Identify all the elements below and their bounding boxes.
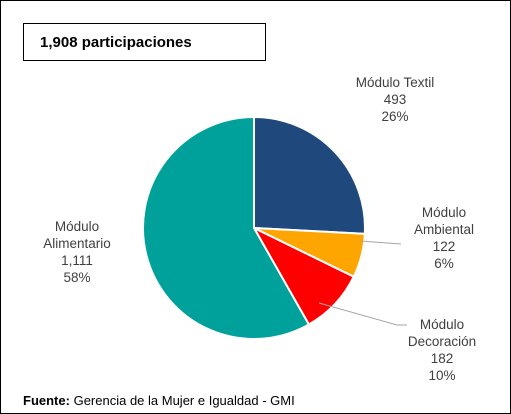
- category-label: Módulo Ambiental: [413, 205, 475, 237]
- chart-title: 1,908 participaciones: [40, 34, 192, 51]
- category-label: Módulo Textil: [355, 75, 435, 90]
- pie-slice: [253, 115, 366, 235]
- slice-label: Módulo Decoración 182 10%: [402, 316, 482, 384]
- percent-label: 58%: [63, 270, 91, 285]
- slice-label: Módulo Alimentario 1,111 58%: [37, 218, 117, 286]
- slice-label: Módulo Textil 493 26%: [355, 74, 435, 125]
- percent-label: 26%: [381, 109, 409, 124]
- percent-label: 6%: [434, 256, 454, 271]
- source-label: Fuente:: [23, 393, 70, 408]
- category-label: Módulo Alimentario: [43, 219, 111, 251]
- leader-line: [318, 302, 407, 326]
- percent-label: 10%: [428, 368, 456, 383]
- source-text: Gerencia de la Mujer e Igualdad - GMI: [73, 393, 295, 408]
- leader-line: [360, 240, 402, 245]
- title-box: 1,908 participaciones: [23, 23, 266, 61]
- pie-slice: [142, 115, 311, 340]
- category-label: Módulo Decoración: [407, 317, 477, 349]
- value-label: 493: [383, 92, 407, 107]
- source: Fuente: Gerencia de la Mujer e Igualdad …: [23, 393, 295, 408]
- value-label: 182: [430, 351, 454, 366]
- value-label: 122: [432, 239, 456, 254]
- slice-label: Módulo Ambiental 122 6%: [404, 204, 484, 272]
- value-label: 1,111: [61, 253, 93, 268]
